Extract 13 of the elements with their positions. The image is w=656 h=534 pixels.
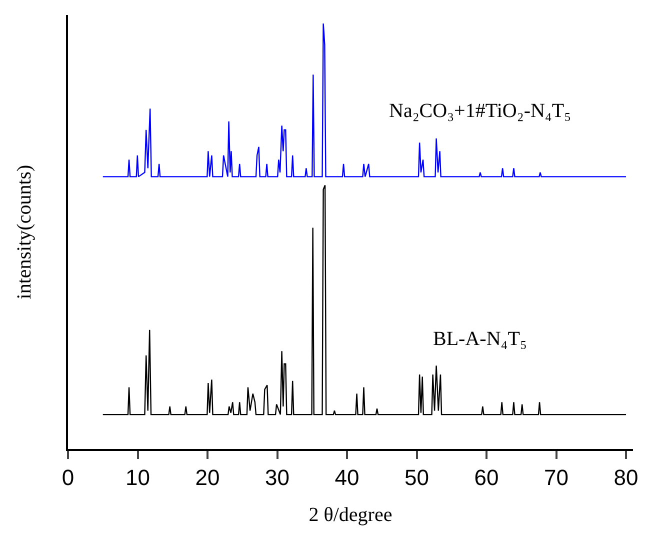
x-tick-label: 60 [474, 465, 499, 490]
x-tick-label: 20 [195, 465, 220, 490]
x-tick-label: 30 [265, 465, 290, 490]
x-tick-label: 0 [62, 465, 74, 490]
x-tick-label: 50 [404, 465, 430, 490]
x-axis-title: 2 θ/degree [308, 504, 392, 526]
x-tick-label: 70 [544, 465, 569, 490]
x-tick-label: 80 [614, 465, 638, 490]
series-label: Na₂CO₃+1#TiO₂-N₄T₅ [389, 100, 572, 122]
y-axis-title: intensity(counts) [13, 164, 36, 300]
x-tick-label: 40 [334, 465, 360, 490]
series-label: BL-A-N₄T₅ [433, 328, 527, 350]
x-tick-label: 10 [126, 465, 150, 490]
